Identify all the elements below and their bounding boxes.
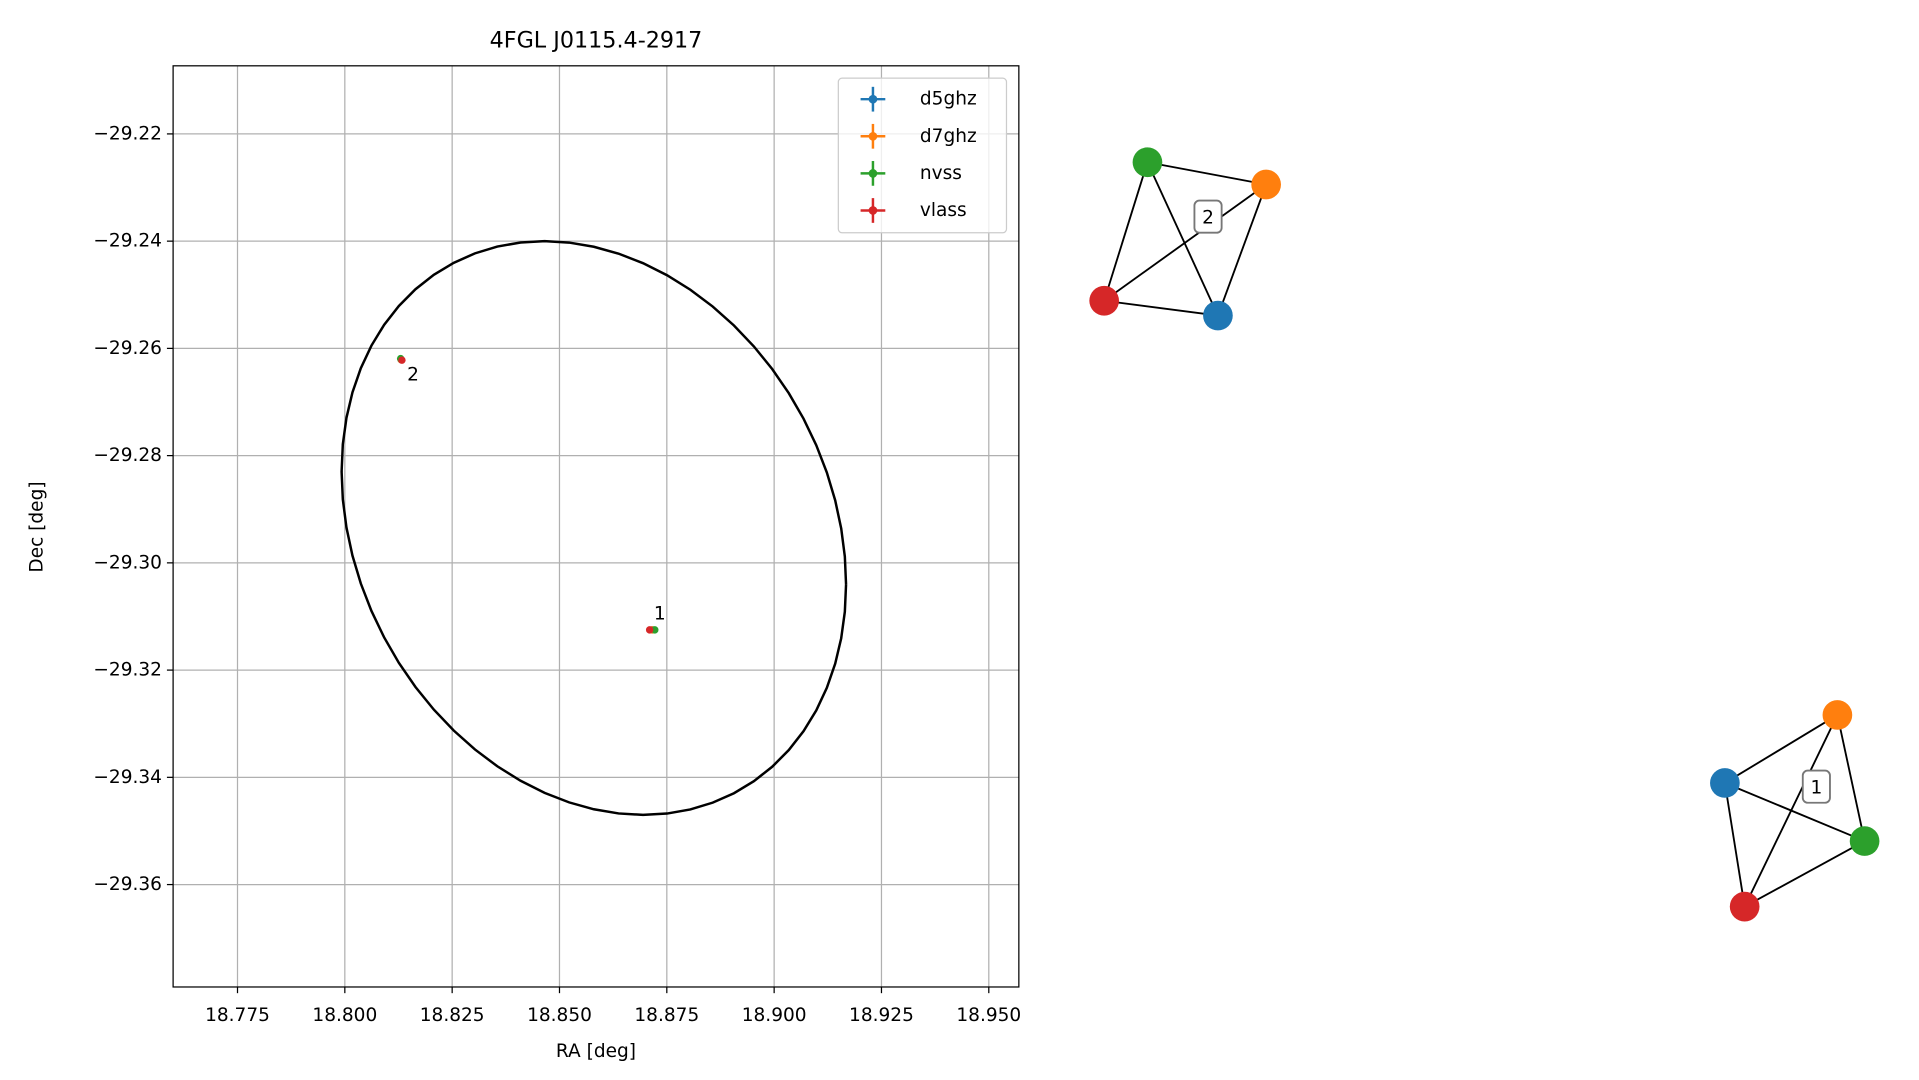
graph-edge: [1724, 782, 1865, 842]
legend-marker: [868, 169, 878, 178]
graph-node: [1132, 147, 1163, 178]
graph-edge: [1836, 714, 1866, 842]
graph-node: [1203, 300, 1233, 331]
x-tick-label: 18.875: [634, 1005, 699, 1026]
graph-node: [1822, 700, 1853, 730]
legend-marker: [868, 206, 878, 215]
y-tick-label: −29.28: [93, 445, 162, 466]
y-tick-label: −29.34: [93, 767, 162, 788]
y-tick-label: −29.24: [93, 231, 162, 252]
graph-edge: [1103, 183, 1267, 302]
y-axis-label: Dec [deg]: [27, 481, 48, 572]
y-tick-label: −29.22: [93, 123, 162, 144]
point: [398, 356, 406, 364]
legend-marker: [868, 131, 878, 141]
legend-label: vlass: [920, 200, 967, 221]
annotation: 2: [407, 365, 419, 386]
legend-label: d7ghz: [920, 126, 977, 147]
graph-edge: [1217, 184, 1268, 316]
legend-label: nvss: [920, 163, 962, 184]
graph-edge: [1147, 161, 1267, 186]
graph-edge: [1744, 840, 1866, 908]
chart-title: 4FGL J0115.4-2917: [490, 28, 703, 54]
x-tick-label: 18.850: [527, 1005, 592, 1026]
graph-node: [1710, 768, 1740, 798]
graph-label-box: [1193, 199, 1223, 234]
point: [645, 626, 654, 634]
graph-label-box: [1801, 769, 1831, 804]
legend-label: d5ghz: [920, 89, 977, 110]
graph-edge: [1103, 161, 1149, 302]
graph-edge: [1146, 161, 1219, 316]
x-tick-label: 18.900: [742, 1005, 807, 1026]
x-tick-label: 18.825: [420, 1005, 485, 1026]
x-tick-label: 18.925: [849, 1005, 914, 1026]
legend-marker: [868, 94, 878, 104]
graph-edge: [1724, 714, 1838, 784]
y-tick-label: −29.30: [93, 552, 162, 573]
x-tick-label: 18.775: [205, 1005, 270, 1026]
x-tick-label: 18.950: [956, 1005, 1021, 1026]
y-tick-label: −29.36: [93, 874, 162, 895]
x-axis-label: RA [deg]: [556, 1041, 636, 1062]
y-tick-label: −29.32: [93, 660, 162, 681]
error-ellipse: [340, 239, 848, 817]
plot-frame: [172, 65, 1020, 988]
graph-node: [1251, 169, 1281, 200]
x-tick-label: 18.800: [312, 1005, 377, 1026]
graph-label: 2: [1202, 207, 1214, 228]
graph-edge: [1743, 714, 1839, 908]
graph-edge: [1104, 299, 1219, 317]
y-tick-label: −29.26: [93, 338, 162, 359]
graph-edge: [1723, 782, 1746, 907]
legend-box: [837, 77, 1008, 234]
graph-node: [1849, 826, 1880, 856]
annotation: 1: [654, 603, 666, 624]
point: [651, 626, 659, 634]
graph-node: [1729, 891, 1760, 922]
graph-label: 1: [1810, 777, 1822, 798]
graph-node: [1089, 285, 1120, 316]
